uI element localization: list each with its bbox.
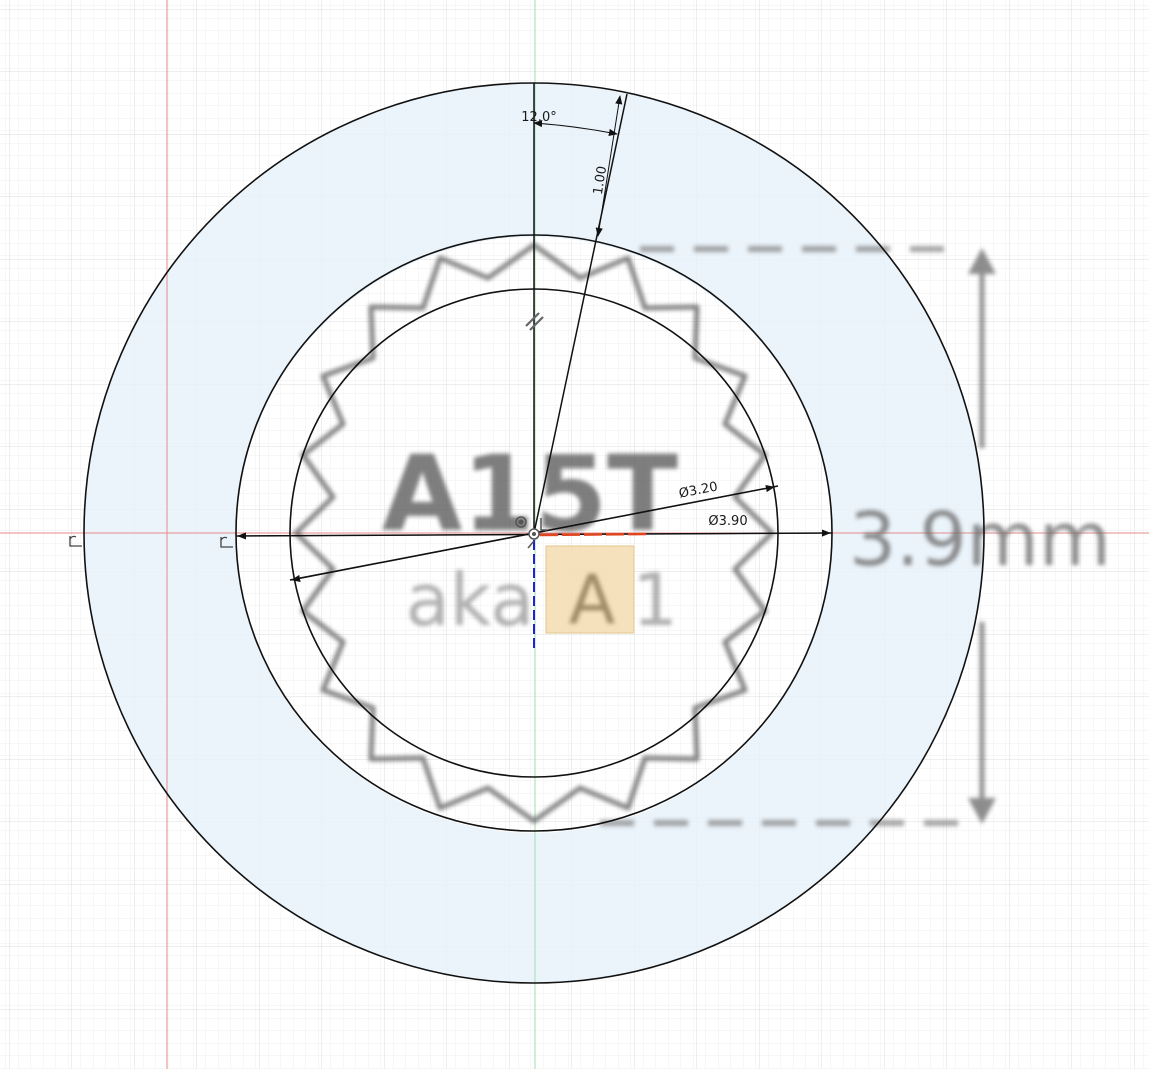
reference-trailing-char: 1 <box>632 558 678 642</box>
reference-arrow-head-up <box>968 248 996 274</box>
radial-dimension-label[interactable]: 1.00 <box>591 165 610 196</box>
inner-diameter-label[interactable]: Ø3.20 <box>678 479 719 501</box>
reference-size-label: 3.9mm <box>849 497 1111 583</box>
gear-outline <box>293 242 775 824</box>
angle-dimension-label[interactable]: 12.0° <box>521 110 556 125</box>
coincident-constraint-icon[interactable] <box>527 540 535 549</box>
highlighted-letter: A <box>569 561 616 640</box>
parallel-constraint-icon[interactable] <box>525 312 544 331</box>
sketch-profile-ring[interactable] <box>83 83 984 983</box>
reference-subtitle-text: aka <box>406 558 535 642</box>
fix-constraint-icon[interactable] <box>515 516 547 531</box>
perpendicular-constraint-icon[interactable] <box>69 535 82 547</box>
radial-dimension-line[interactable] <box>595 95 623 237</box>
highlighted-letter-box[interactable]: A <box>545 545 635 640</box>
reference-arrow-head-down <box>968 798 996 824</box>
outer-diameter-label[interactable]: Ø3.90 <box>708 514 747 529</box>
perpendicular-constraint-icon-2[interactable] <box>220 536 233 548</box>
origin-point-icon[interactable] <box>528 528 540 540</box>
origin-x-indicator <box>539 532 649 537</box>
